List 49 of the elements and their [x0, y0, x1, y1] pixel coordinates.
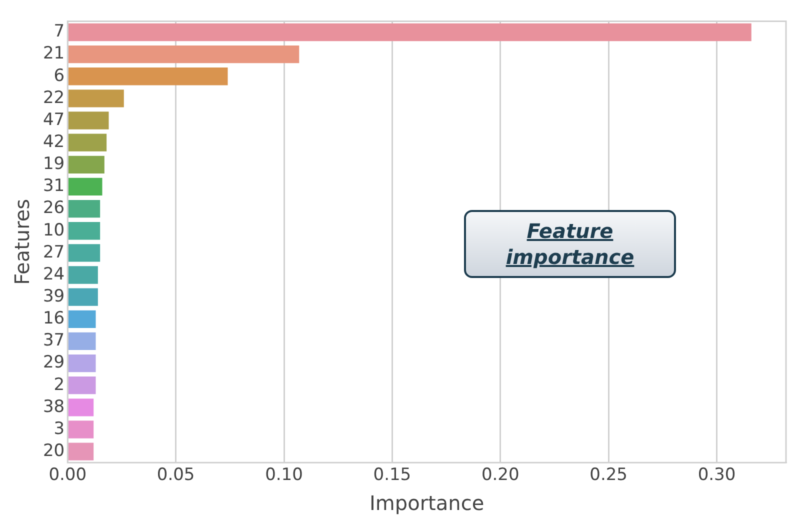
- bar: [68, 23, 752, 42]
- x-tick-label: 0.00: [48, 465, 87, 486]
- y-tick-label: 47: [42, 110, 65, 130]
- y-tick-label: 7: [54, 22, 65, 42]
- y-tick-label: 42: [42, 132, 65, 152]
- x-tick-label: 0.25: [590, 465, 628, 486]
- y-tick-label: 37: [42, 330, 65, 351]
- y-tick-label: 20: [42, 440, 65, 461]
- bar: [68, 68, 228, 86]
- bar: [68, 156, 104, 174]
- y-tick-label: 22: [42, 88, 65, 108]
- bar: [68, 200, 100, 218]
- bar: [68, 178, 102, 196]
- bar: [68, 420, 94, 438]
- y-tick-label: 10: [42, 220, 65, 240]
- bar: [68, 222, 100, 240]
- y-tick-label: 19: [42, 154, 65, 174]
- x-tick-label: 0.05: [156, 465, 195, 486]
- y-tick-label: 31: [42, 176, 65, 196]
- y-tick-label: 29: [42, 352, 65, 373]
- y-tick-label: 39: [42, 286, 65, 306]
- y-tick-label: 27: [42, 242, 65, 262]
- y-tick-label: 38: [42, 396, 65, 417]
- y-tick-label: 21: [42, 44, 65, 64]
- x-tick-label: 0.15: [373, 465, 412, 486]
- bar: [68, 266, 98, 284]
- y-tick-label: 3: [54, 418, 65, 439]
- y-tick-label: 24: [42, 264, 65, 284]
- bar: [68, 45, 300, 64]
- y-tick-label: 6: [54, 66, 65, 86]
- y-tick-label: 16: [42, 308, 65, 329]
- bar: [68, 332, 96, 350]
- bar: [68, 288, 98, 306]
- bar: [68, 310, 96, 328]
- x-tick-label: 0.30: [698, 465, 736, 486]
- bar: [68, 354, 96, 372]
- x-axis-title: Importance: [370, 491, 484, 516]
- y-tick-label: 26: [42, 198, 65, 218]
- bar: [68, 442, 94, 460]
- bar: [68, 112, 109, 130]
- bar: [68, 398, 94, 416]
- bar: [68, 376, 96, 394]
- bar: [68, 244, 100, 262]
- y-tick-label: 2: [54, 374, 65, 395]
- bar: [68, 90, 124, 108]
- x-tick-label: 0.10: [265, 465, 303, 486]
- y-axis-title: Features: [10, 198, 34, 285]
- x-tick-label: 0.20: [481, 465, 520, 486]
- bar: [68, 134, 107, 152]
